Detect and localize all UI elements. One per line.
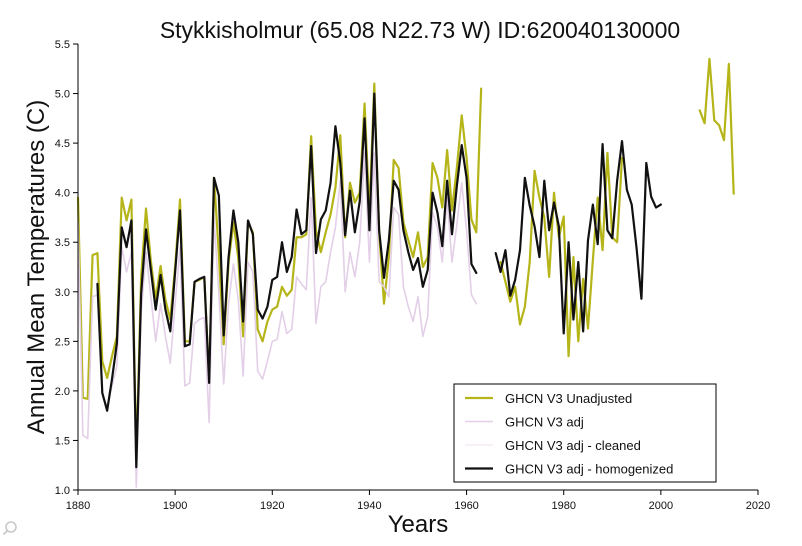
legend-item: GHCN V3 Unadjusted <box>465 391 632 406</box>
x-tick-label: 1900 <box>163 500 187 512</box>
y-tick-label: 1.5 <box>55 435 70 447</box>
magnifier-icon[interactable] <box>2 520 18 536</box>
axes: 1880 1900 1920 1940 1960 1980 2000 2020 1.0 1.5 2.… <box>55 39 771 512</box>
x-tick-label: 1960 <box>454 500 478 512</box>
x-axis-label: Years <box>388 511 449 538</box>
y-axis-label: Annual Mean Temperatures (C) <box>23 100 50 434</box>
y-tick-label: 2.5 <box>55 336 70 348</box>
y-tick-label: 4.5 <box>55 138 70 150</box>
legend: GHCN V3 Unadjusted GHCN V3 adj GHCN V3 adj… <box>453 383 717 483</box>
y-tick-label: 4.0 <box>55 188 70 200</box>
legend-label: GHCN V3 adj - cleaned <box>505 438 641 453</box>
y-tick-label: 2.0 <box>55 386 70 398</box>
y-tick-label: 1.0 <box>55 485 70 497</box>
x-tick-label: 1880 <box>66 500 90 512</box>
y-tick-label: 5.5 <box>55 39 70 51</box>
series-1 <box>76 57 735 465</box>
y-tick-label: 3.5 <box>55 237 70 249</box>
series-1-line-segment-1 <box>76 82 483 465</box>
chart-title: Stykkisholmur (65.08 N22.73 W) ID:620040… <box>160 17 680 43</box>
legend-box <box>453 383 717 483</box>
series-4-line-segment-2 <box>494 140 662 335</box>
series-2 <box>77 152 478 488</box>
legend-item: GHCN V3 adj - cleaned <box>465 438 641 453</box>
y-tick-label: 3.0 <box>55 287 70 299</box>
x-tick-label: 1940 <box>357 500 381 512</box>
legend-item: GHCN V3 adj - homogenized <box>465 462 673 477</box>
series-4 <box>96 92 662 469</box>
x-tick-label: 2000 <box>649 500 673 512</box>
series-1-line-segment-2 <box>499 151 624 358</box>
x-tick-label: 1920 <box>260 500 284 512</box>
series-4-line-segment-1 <box>96 92 478 469</box>
legend-item: GHCN V3 adj <box>465 415 584 430</box>
legend-label: GHCN V3 Unadjusted <box>505 391 632 406</box>
x-tick-label: 1980 <box>551 500 575 512</box>
plot-area <box>76 57 735 488</box>
legend-label: GHCN V3 adj <box>505 415 584 430</box>
legend-label: GHCN V3 adj - homogenized <box>505 462 673 477</box>
series-2-line-segment-1 <box>77 152 478 488</box>
y-tick-label: 5.0 <box>55 89 70 101</box>
x-tick-label: 2020 <box>746 500 770 512</box>
series-1-line-segment-3 <box>698 57 735 195</box>
